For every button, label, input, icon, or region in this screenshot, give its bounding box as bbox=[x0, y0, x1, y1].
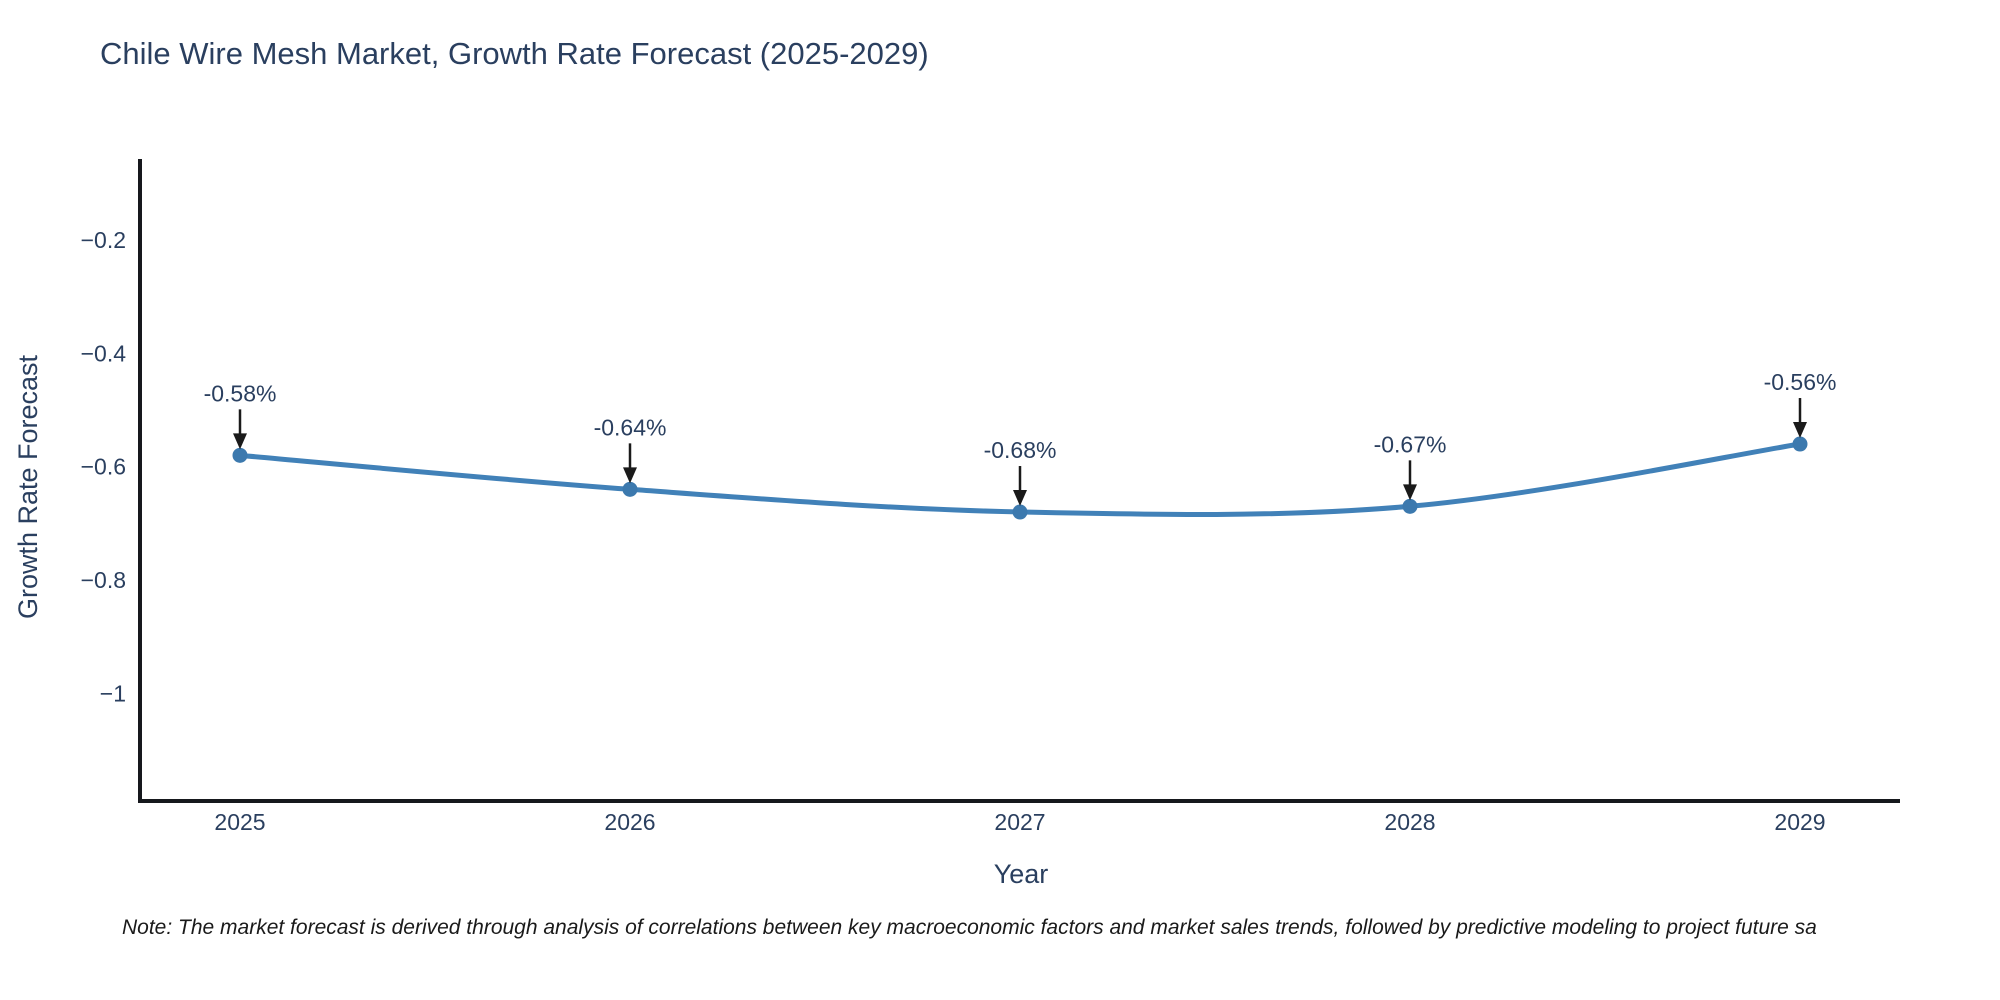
data-point-label: -0.56% bbox=[1764, 369, 1837, 395]
data-point-label: -0.67% bbox=[1374, 431, 1447, 457]
data-point-label: -0.58% bbox=[204, 380, 277, 406]
y-tick-label: −0.8 bbox=[81, 567, 126, 593]
y-tick-label: −0.6 bbox=[81, 454, 126, 480]
y-axis-title: Growth Rate Forecast bbox=[13, 354, 43, 619]
data-point-marker bbox=[232, 447, 248, 463]
annotation-arrow-head bbox=[1013, 490, 1027, 507]
y-tick-label: −1 bbox=[100, 680, 126, 706]
y-tick-label: −0.4 bbox=[81, 340, 127, 366]
data-point-marker bbox=[622, 481, 638, 497]
y-tick-label: −0.2 bbox=[81, 227, 126, 253]
footnote: Note: The market forecast is derived thr… bbox=[122, 916, 1817, 939]
annotation-arrow-head bbox=[1403, 484, 1417, 501]
data-point-marker bbox=[1792, 436, 1808, 452]
annotation-arrow-head bbox=[623, 467, 637, 484]
x-tick-label: 2028 bbox=[1384, 809, 1435, 835]
x-tick-label: 2026 bbox=[604, 809, 655, 835]
x-tick-label: 2029 bbox=[1774, 809, 1825, 835]
x-tick-label: 2027 bbox=[994, 809, 1045, 835]
annotation-arrow-head bbox=[233, 433, 247, 450]
data-point-marker bbox=[1402, 498, 1418, 514]
data-point-label: -0.64% bbox=[594, 414, 667, 440]
x-tick-label: 2025 bbox=[214, 809, 265, 835]
data-point-marker bbox=[1012, 504, 1028, 520]
annotation-arrow-head bbox=[1793, 422, 1807, 439]
chart-title: Chile Wire Mesh Market, Growth Rate Fore… bbox=[100, 36, 929, 71]
x-axis-title: Year bbox=[994, 859, 1049, 889]
data-point-label: -0.68% bbox=[984, 437, 1057, 463]
